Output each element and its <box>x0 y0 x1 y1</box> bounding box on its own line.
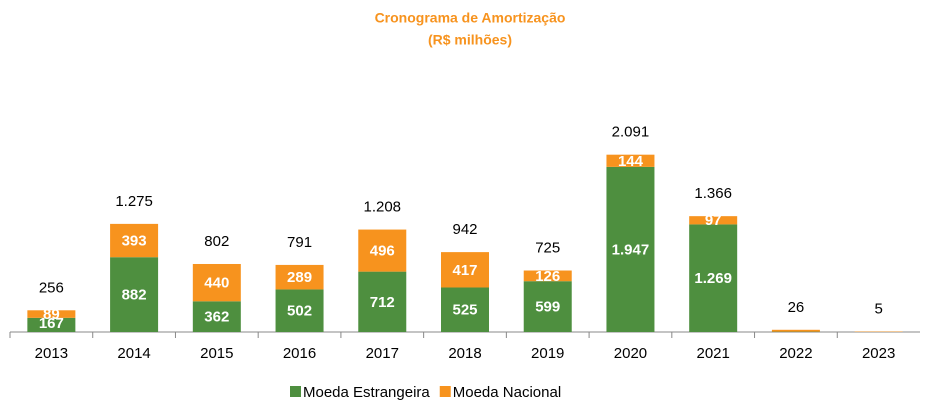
bar-segment <box>771 329 820 332</box>
segment-label: 393 <box>122 233 147 250</box>
bar-segment <box>192 301 241 332</box>
x-tick-label: 2022 <box>779 345 812 362</box>
bar-segment <box>441 287 489 332</box>
segment-label: 89 <box>43 306 60 323</box>
bar-segment <box>689 216 738 225</box>
chart-title: Cronograma de Amortização <box>375 10 566 26</box>
total-label: 1.208 <box>363 199 401 216</box>
segment-label: 525 <box>452 302 477 319</box>
bar-segment <box>275 289 324 332</box>
legend-label: Moeda Nacional <box>453 384 561 401</box>
total-label: 1.366 <box>694 185 732 202</box>
bar-segment <box>275 264 324 290</box>
total-label: 725 <box>535 239 560 256</box>
segment-label: 440 <box>204 275 229 292</box>
legend-swatch <box>439 386 451 397</box>
bar-segment <box>27 310 76 318</box>
total-label: 942 <box>452 221 477 238</box>
bar-segment <box>441 252 489 288</box>
segment-label: 1.947 <box>612 241 650 258</box>
segment-label: 1.269 <box>694 270 732 287</box>
total-label: 26 <box>788 299 805 316</box>
segment-label: 22 <box>788 315 805 332</box>
x-tick-label: 2019 <box>531 345 564 362</box>
x-tick-label: 2014 <box>117 345 150 362</box>
segment-label: 126 <box>535 268 560 285</box>
bar-segment <box>689 224 738 332</box>
chart-subtitle: (R$ milhões) <box>428 32 512 48</box>
bar-segment <box>358 271 407 332</box>
legend-label: Moeda Estrangeira <box>303 384 430 401</box>
segment-label: 362 <box>204 309 229 326</box>
total-label: 791 <box>287 234 312 251</box>
segment-label: 599 <box>535 299 560 316</box>
bar-segment <box>523 281 572 332</box>
segment-label: 417 <box>452 262 477 279</box>
x-tick-label: 2013 <box>35 345 68 362</box>
total-label: 5 <box>874 301 882 318</box>
segment-label: 289 <box>287 269 312 286</box>
total-label: 2.091 <box>612 124 650 141</box>
segment-label: 144 <box>618 153 644 170</box>
x-tick-label: 2020 <box>614 345 647 362</box>
segment-label: 882 <box>122 287 147 304</box>
x-tick-label: 2023 <box>862 345 895 362</box>
total-label: 1.275 <box>115 193 153 210</box>
segment-label: 502 <box>287 303 312 320</box>
bar-segment <box>358 229 407 272</box>
x-tick-label: 2015 <box>200 345 233 362</box>
bar-segment <box>110 223 159 258</box>
x-tick-label: 2018 <box>448 345 481 362</box>
segment-label: 496 <box>370 243 395 260</box>
x-tick-label: 2016 <box>283 345 316 362</box>
bar-segment <box>606 154 655 167</box>
segment-label: 167 <box>39 315 64 332</box>
bar-segment <box>27 317 76 332</box>
bar-segment <box>110 257 159 332</box>
bar-segment <box>523 270 572 282</box>
bar-segment <box>192 263 241 302</box>
x-tick-label: 2021 <box>696 345 729 362</box>
segment-label: 712 <box>370 294 395 311</box>
segment-label: 97 <box>705 212 722 229</box>
total-label: 256 <box>39 279 64 296</box>
total-label: 802 <box>204 233 229 250</box>
legend-swatch <box>290 386 301 397</box>
bar-segment <box>606 166 655 332</box>
x-tick-label: 2017 <box>366 345 399 362</box>
